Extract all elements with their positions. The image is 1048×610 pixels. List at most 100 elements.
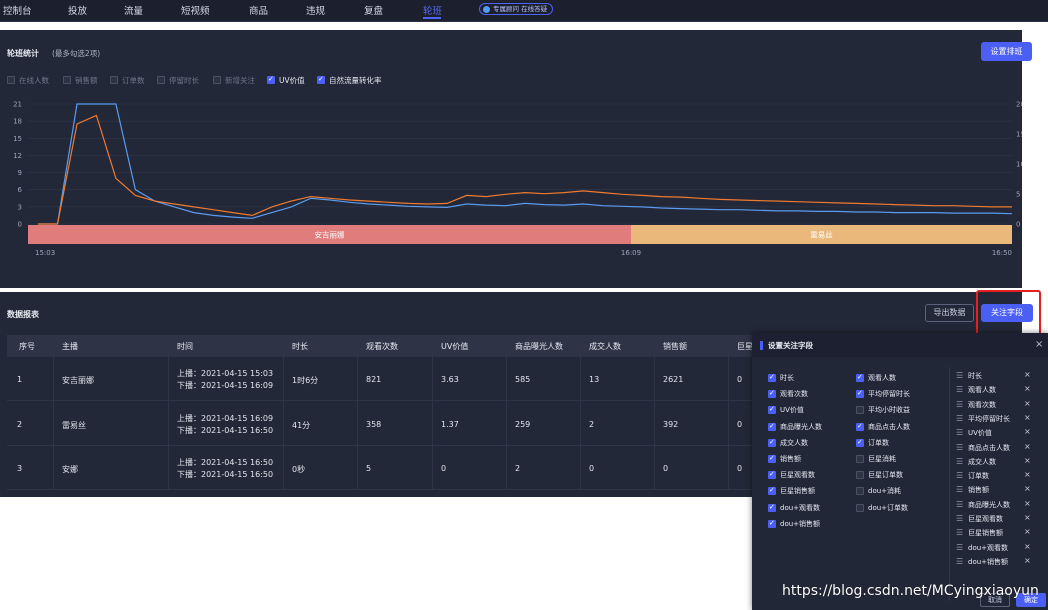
drag-handle-icon[interactable]: ☰ [956, 485, 964, 495]
order-item-label: 巨星观看数 [968, 515, 1003, 523]
modal-ok-button[interactable]: 确定 [1016, 593, 1046, 607]
column-divider [506, 335, 507, 489]
order-item-label: 巨星销售额 [968, 529, 1003, 538]
remove-icon[interactable]: × [1024, 484, 1031, 494]
remove-icon[interactable]: × [1024, 398, 1031, 408]
drag-handle-icon[interactable]: ☰ [956, 528, 964, 538]
order-item[interactable]: ☰ 销售额 × [956, 484, 1040, 497]
checkbox-icon [856, 455, 864, 463]
column-divider [432, 335, 433, 489]
cell-end: 下播：2021-04-15 16:09 [177, 381, 274, 390]
order-item[interactable]: ☰ 订单数 × [956, 470, 1040, 483]
order-item[interactable]: ☰ 巨星销售额 × [956, 527, 1040, 540]
order-item[interactable]: ☰ 时长 × [956, 370, 1040, 383]
drag-handle-icon[interactable]: ☰ [956, 471, 964, 481]
order-item[interactable]: ☰ 观看人数 × [956, 384, 1040, 397]
nav-violations[interactable]: 违规 [306, 6, 326, 17]
advisor-badge[interactable]: 专属顾问 在线答疑 [479, 3, 554, 15]
field-label: 观看人数 [868, 374, 896, 382]
remove-icon[interactable]: × [1024, 527, 1031, 537]
order-item[interactable]: ☰ 商品曝光人数 × [956, 498, 1040, 512]
nav-active-indicator [423, 17, 441, 19]
drag-handle-icon[interactable]: ☰ [956, 542, 964, 552]
order-item-label: 订单数 [968, 472, 989, 481]
field-label: dou+订单数 [868, 503, 909, 512]
remove-icon[interactable]: × [1024, 470, 1031, 480]
remove-icon[interactable]: × [1024, 441, 1031, 451]
remove-icon[interactable]: × [1024, 541, 1031, 551]
checkbox-icon [856, 487, 864, 496]
table-row[interactable]: 1 安吉丽娜 上播：2021-04-15 15:03 下播：2021-04-15… [7, 357, 1022, 401]
drag-handle-icon[interactable]: ☰ [956, 428, 964, 438]
order-item[interactable]: ☰ 商品点击人数 × [956, 441, 1040, 455]
cell-star: 0 [737, 375, 743, 384]
field-label: 巨星订单数 [868, 471, 903, 480]
col-uv: UV价值 [441, 342, 469, 351]
remove-icon[interactable]: × [1024, 370, 1031, 379]
checkbox-icon [856, 389, 864, 399]
checkbox-icon [768, 438, 776, 447]
field-label: 成交人数 [780, 438, 808, 447]
remove-icon[interactable]: × [1024, 412, 1031, 422]
order-item[interactable]: ☰ 平均停留时长 × [956, 412, 1040, 426]
close-icon[interactable]: × [1035, 339, 1044, 350]
field-label: dou+销售额 [780, 519, 821, 528]
top-nav: 控制台 投放 流量 短视频 商品 违规 复盘 轮班 专属顾问 在线答疑 [0, 0, 1048, 22]
column-divider [357, 335, 358, 489]
modal-title: 设置关注字段 [768, 341, 813, 350]
focus-fields-modal: 设置关注字段 × 时长观看次数UV价值商品曝光人数成交人数销售额巨星观看数巨星销… [752, 333, 1048, 610]
nav-short-video[interactable]: 短视频 [181, 6, 210, 17]
cell-star: 0 [737, 420, 743, 429]
column-divider [53, 335, 54, 489]
order-item[interactable]: ☰ dou+销售额 × [956, 555, 1040, 569]
focus-fields-button[interactable]: 关注字段 [981, 304, 1033, 322]
shift-bar-label: 雷易丝 [810, 230, 833, 240]
checkbox-icon [856, 406, 864, 415]
checkbox-icon [856, 373, 864, 382]
nav-traffic[interactable]: 流量 [124, 6, 144, 17]
order-item[interactable]: ☰ 观看次数 × [956, 398, 1040, 412]
order-item[interactable]: ☰ UV价值 × [956, 427, 1040, 440]
order-item[interactable]: ☰ dou+观看数 × [956, 541, 1040, 555]
nav-ads[interactable]: 投放 [68, 6, 88, 17]
modal-cancel-button[interactable]: 取消 [980, 593, 1010, 607]
remove-icon[interactable]: × [1024, 455, 1031, 465]
drag-handle-icon[interactable]: ☰ [956, 499, 964, 509]
col-buyers: 成交人数 [589, 342, 621, 351]
remove-icon[interactable]: × [1024, 555, 1031, 565]
shift-bar-1 [28, 225, 631, 244]
cell-uv: 3.63 [441, 375, 459, 384]
field-label: 商品曝光人数 [780, 422, 822, 431]
remove-icon[interactable]: × [1024, 384, 1031, 394]
drag-handle-icon[interactable]: ☰ [956, 456, 964, 466]
set-schedule-button[interactable]: 设置排班 [981, 42, 1032, 61]
drag-handle-icon[interactable]: ☰ [956, 413, 964, 423]
export-data-button[interactable]: 导出数据 [925, 304, 974, 322]
checkbox-icon [768, 470, 776, 480]
drag-handle-icon[interactable]: ☰ [956, 371, 964, 380]
drag-handle-icon[interactable]: ☰ [956, 556, 964, 566]
table-row[interactable]: 2 雷易丝 上播：2021-04-15 16:09 下播：2021-04-15 … [7, 402, 1022, 446]
order-item[interactable]: ☰ 巨星观看数 × [956, 513, 1040, 526]
remove-icon[interactable]: × [1024, 513, 1031, 522]
field-label: 观看次数 [780, 390, 808, 399]
y-left-tick-label: 9 [18, 169, 22, 177]
nav-review[interactable]: 复盘 [364, 6, 384, 17]
checkbox-icon [856, 438, 864, 447]
y-right-tick-label: 15 [1016, 131, 1022, 139]
col-star: 巨星 [737, 342, 753, 351]
checkbox-icon [768, 486, 776, 496]
drag-handle-icon[interactable]: ☰ [956, 385, 964, 395]
order-item-label: 商品点击人数 [968, 443, 1010, 452]
drag-handle-icon[interactable]: ☰ [956, 399, 964, 409]
remove-icon[interactable]: × [1024, 427, 1031, 437]
nav-products[interactable]: 商品 [249, 6, 269, 17]
remove-icon[interactable]: × [1024, 498, 1031, 508]
drag-handle-icon[interactable]: ☰ [956, 442, 964, 452]
order-item[interactable]: ☰ 成交人数 × [956, 455, 1040, 469]
nav-shifts[interactable]: 轮班 [423, 6, 443, 17]
drag-handle-icon[interactable]: ☰ [956, 514, 964, 523]
nav-console[interactable]: 控制台 [3, 6, 32, 17]
table-row[interactable]: 3 安娜 上播：2021-04-15 16:50 下播：2021-04-15 1… [7, 446, 1022, 490]
cell-duration: 41分 [292, 421, 311, 430]
